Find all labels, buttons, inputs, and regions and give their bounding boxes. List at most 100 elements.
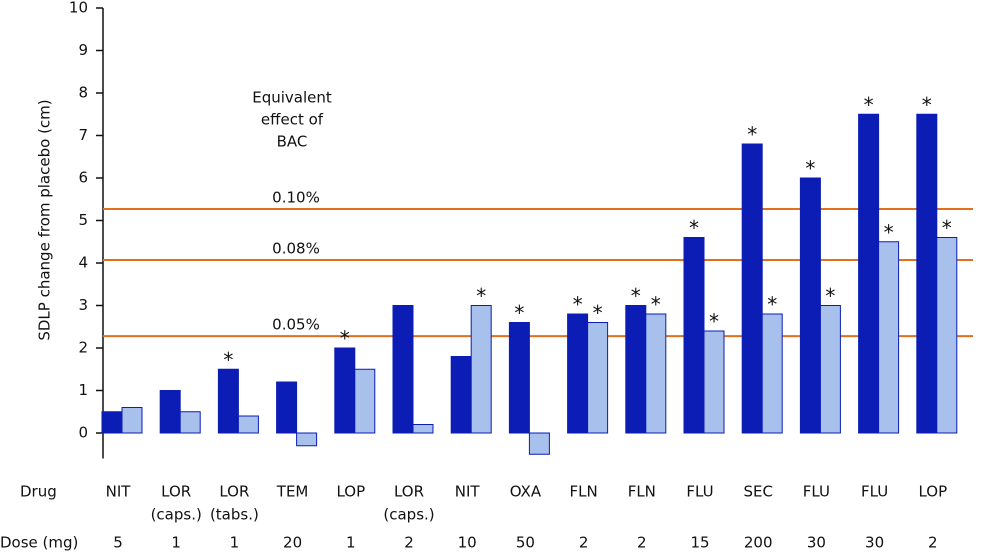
drug-label: (tabs.): [210, 506, 259, 524]
reference-title: BAC: [277, 133, 308, 151]
drug-label: LOR: [219, 483, 249, 501]
significance-marker: *: [514, 301, 524, 325]
y-tick-label: 3: [78, 296, 88, 314]
drug-label: (caps.): [383, 506, 434, 524]
bar: [858, 113, 880, 434]
drug-label: NIT: [455, 483, 481, 501]
significance-marker: *: [825, 284, 835, 308]
y-tick-label: 1: [78, 381, 88, 399]
bar: [296, 432, 318, 447]
bar: [179, 411, 201, 434]
bar: [334, 347, 356, 434]
bar: [819, 305, 841, 434]
bar: [936, 237, 958, 434]
dose-label: 10: [458, 534, 477, 552]
drug-label: FLN: [628, 483, 656, 501]
significance-marker: *: [573, 293, 583, 317]
drug-label: LOP: [336, 483, 365, 501]
dose-label: 20: [283, 534, 302, 552]
dose-label: 1: [230, 534, 240, 552]
dose-label: 2: [579, 534, 589, 552]
bar: [683, 237, 705, 434]
drug-label: OXA: [510, 483, 542, 501]
bar: [276, 381, 298, 434]
dose-label: 1: [346, 534, 356, 552]
drug-label: FLU: [861, 483, 888, 501]
drug-label: FLN: [569, 483, 597, 501]
dose-label: 2: [928, 534, 938, 552]
significance-marker: *: [689, 216, 699, 240]
bar: [217, 368, 239, 434]
significance-marker: *: [651, 293, 661, 317]
drug-label: SEC: [743, 483, 772, 501]
drug-label: TEM: [276, 483, 309, 501]
significance-marker: *: [922, 93, 932, 117]
dose-label: 2: [404, 534, 414, 552]
significance-marker: *: [805, 157, 815, 181]
bar: [761, 313, 783, 434]
y-tick-label: 2: [78, 339, 88, 357]
dose-label: 30: [865, 534, 884, 552]
bar: [528, 432, 550, 455]
dose-label: 15: [690, 534, 709, 552]
dose-label: 200: [744, 534, 773, 552]
significance-marker: *: [223, 348, 233, 372]
dose-row-label: Dose (mg): [0, 534, 78, 552]
bar: [878, 241, 900, 434]
significance-marker: *: [631, 284, 641, 308]
significance-marker: *: [884, 220, 894, 244]
y-tick-label: 7: [78, 126, 88, 144]
significance-marker: *: [340, 327, 350, 351]
drug-label: FLU: [803, 483, 830, 501]
y-axis-label: SDLP change from placebo (cm): [36, 99, 54, 340]
drug-label: (caps.): [151, 506, 202, 524]
y-tick-label: 4: [78, 254, 88, 272]
reference-title: effect of: [261, 111, 324, 129]
drug-row-label: Drug: [20, 483, 57, 501]
dose-label: 2: [637, 534, 647, 552]
y-tick-label: 5: [78, 211, 88, 229]
bar: [470, 305, 492, 434]
reference-label: 0.10%: [272, 189, 320, 207]
drug-label: NIT: [106, 483, 132, 501]
bar: [587, 322, 609, 434]
bar: [101, 411, 123, 434]
significance-marker: *: [476, 284, 486, 308]
bar: [645, 313, 667, 434]
y-tick-label: 9: [78, 41, 88, 59]
bar: [450, 356, 472, 434]
y-tick-label: 8: [78, 84, 88, 102]
reference-label: 0.05%: [272, 316, 320, 334]
reference-title: Equivalent: [252, 89, 332, 107]
bar: [916, 113, 938, 434]
drug-label: LOR: [161, 483, 191, 501]
significance-marker: *: [747, 123, 757, 147]
bar: [237, 415, 259, 434]
y-tick-label: 0: [78, 424, 88, 442]
drug-label: FLU: [686, 483, 713, 501]
bar: [159, 390, 181, 434]
significance-marker: *: [709, 310, 719, 334]
bar: [508, 322, 530, 434]
dose-label: 30: [807, 534, 826, 552]
dose-label: 1: [171, 534, 181, 552]
y-tick-label: 6: [78, 169, 88, 187]
bar: [121, 407, 143, 434]
dose-label: 50: [516, 534, 535, 552]
dose-label: 5: [113, 534, 123, 552]
drug-label: LOR: [394, 483, 424, 501]
bar: [354, 368, 376, 434]
reference-label: 0.08%: [272, 240, 320, 258]
bar: [392, 305, 414, 434]
bar: [625, 305, 647, 434]
bar: [703, 330, 725, 434]
significance-marker: *: [767, 293, 777, 317]
bar: [412, 424, 434, 434]
significance-marker: *: [942, 216, 952, 240]
bar: [741, 143, 763, 434]
bar: [567, 313, 589, 434]
bar: [799, 177, 821, 434]
y-tick-label: 10: [69, 0, 88, 17]
significance-marker: *: [593, 301, 603, 325]
